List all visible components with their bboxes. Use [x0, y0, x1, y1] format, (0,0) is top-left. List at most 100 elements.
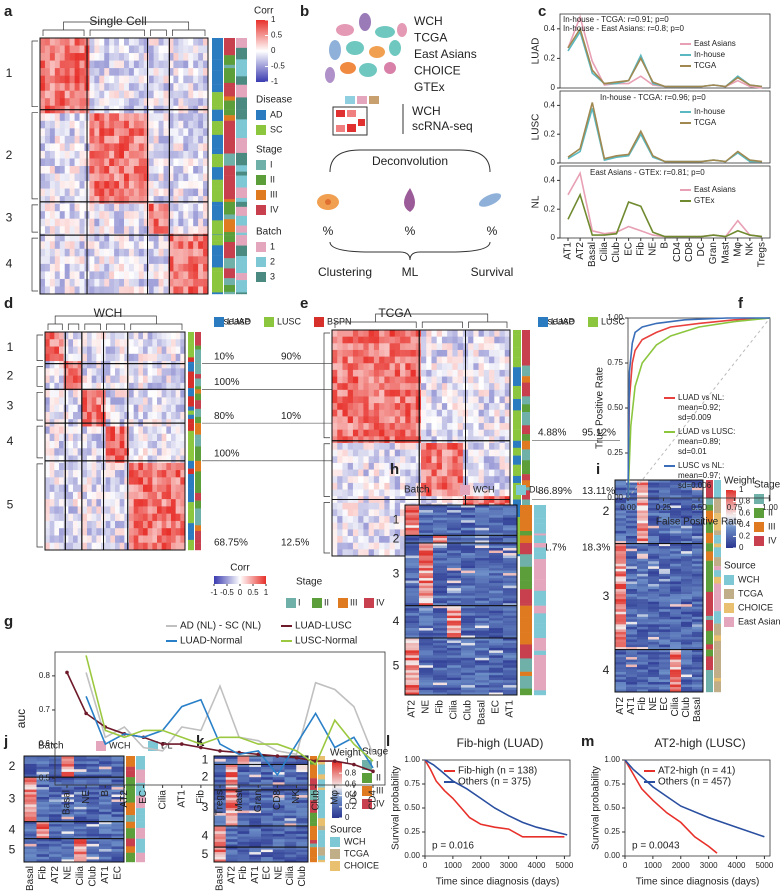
heat-cell [447, 598, 462, 601]
heat-cell [368, 376, 375, 384]
heat-cell [347, 376, 354, 384]
heat-cell [447, 423, 453, 431]
heat-cell [475, 565, 490, 569]
heat-cell [143, 263, 150, 272]
heat-cell [410, 443, 417, 450]
heat-cell [171, 499, 176, 507]
heat-cell [473, 389, 479, 397]
heat-cell [114, 90, 120, 99]
heat-cell [104, 196, 110, 204]
heat-cell [681, 664, 693, 668]
heat-cell [105, 455, 111, 464]
legend-label: LUAD [551, 316, 576, 326]
heat-cell [615, 520, 627, 524]
heat-cell [452, 369, 458, 377]
heat-cell [49, 361, 55, 369]
column-label: Cilia [449, 700, 460, 720]
heat-cell [173, 113, 179, 122]
heat-cell [178, 286, 184, 295]
heat-cell [626, 674, 638, 678]
heat-cell [692, 541, 704, 544]
heat-cell [73, 426, 78, 435]
heat-cell [173, 256, 179, 265]
heat-cell [419, 685, 434, 688]
heat-cell [452, 356, 458, 364]
heat-cell [54, 166, 61, 174]
heat-cell [198, 45, 204, 54]
heat-cell [681, 482, 693, 486]
heat-cell [96, 462, 102, 471]
heat-cell [394, 330, 401, 337]
heat-cell [119, 491, 125, 500]
heat-cell [49, 462, 55, 471]
heat-cell [347, 330, 354, 337]
heat-cell [626, 480, 638, 483]
heat-cell [115, 448, 120, 456]
heat-cell [73, 433, 78, 442]
heat-cell [138, 513, 144, 522]
heat-cell [431, 489, 438, 497]
heat-cell [153, 53, 159, 61]
heat-cell [503, 553, 518, 556]
heat-cell [352, 330, 359, 337]
heat-cell [147, 404, 153, 413]
heat-cell [138, 188, 145, 197]
heat-cell [163, 196, 169, 204]
heat-cell [138, 166, 145, 174]
heat-cell [173, 203, 179, 212]
heat-cell [659, 571, 671, 575]
heat-cell [153, 278, 159, 287]
annotation-bar [188, 406, 194, 411]
heat-cell [475, 608, 490, 611]
heat-cell [148, 256, 154, 265]
heat-cell [198, 135, 204, 144]
heat-cell [138, 120, 145, 129]
heat-cell [478, 456, 485, 464]
heat-cell [157, 535, 162, 544]
heat-cell [91, 332, 97, 340]
heat-cell [128, 188, 135, 197]
heat-cell [347, 416, 354, 424]
heat-cell [379, 356, 385, 364]
heat-cell [193, 188, 199, 197]
heat-cell [436, 396, 443, 404]
heat-cell [203, 173, 209, 182]
heat-cell [410, 429, 417, 437]
heat-cell [332, 462, 338, 470]
heat-cell [692, 535, 704, 539]
heat-cell [447, 563, 462, 566]
heat-cell [94, 241, 100, 250]
heat-cell [637, 558, 649, 562]
heat-cell [358, 389, 364, 397]
heat-cell [163, 188, 169, 197]
heat-cell [447, 595, 462, 599]
heat-cell [173, 248, 179, 257]
heat-cell [166, 404, 172, 413]
heat-cell [626, 604, 638, 607]
heat-cell [342, 363, 349, 371]
heat-cell [352, 522, 359, 530]
heat-cell [659, 672, 671, 675]
heat-cell [441, 449, 448, 457]
heat-cell [433, 573, 448, 576]
heat-cell [87, 339, 92, 347]
heat-cell [405, 598, 420, 601]
heat-cell [489, 522, 504, 526]
legend-swatch [286, 598, 296, 608]
heat-cell [54, 113, 61, 122]
heat-cell [110, 375, 116, 384]
colorbar-tick-label: -0.5 [271, 62, 285, 71]
heat-cell [168, 218, 174, 227]
heat-cell [648, 669, 660, 673]
heat-cell [405, 667, 420, 671]
heat-cell [681, 538, 693, 542]
heat-cell [94, 286, 100, 295]
heat-cell [461, 685, 476, 688]
annotation-bar [706, 608, 713, 617]
annotation-bar [522, 474, 530, 481]
heat-cell [166, 506, 172, 514]
heat-cell [648, 586, 660, 590]
heat-cell [405, 578, 420, 581]
heat-cell [489, 628, 504, 631]
heat-cell [457, 383, 464, 391]
